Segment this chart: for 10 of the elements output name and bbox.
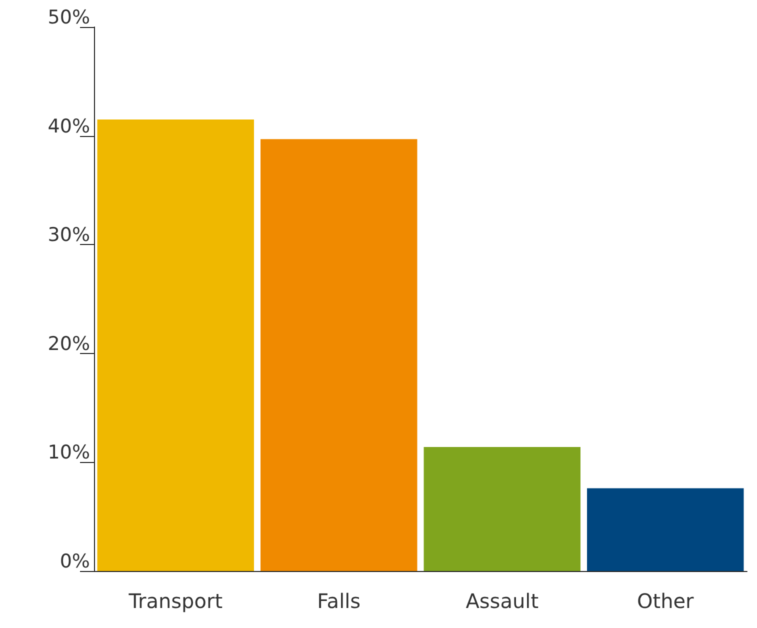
y-tick-label: 20% (48, 332, 90, 355)
x-tick-label: Assault (466, 589, 539, 613)
y-tick-label: 10% (48, 442, 90, 464)
x-tick-label: Transport (128, 589, 223, 613)
x-tick-label: Other (636, 589, 695, 613)
y-tick-label: 40% (48, 115, 90, 138)
y-tick-label: 50% (48, 6, 90, 28)
y-tick-label: 30% (48, 224, 90, 246)
x-tick-label: Falls (317, 589, 361, 613)
y-tick-label: 0% (60, 550, 90, 572)
